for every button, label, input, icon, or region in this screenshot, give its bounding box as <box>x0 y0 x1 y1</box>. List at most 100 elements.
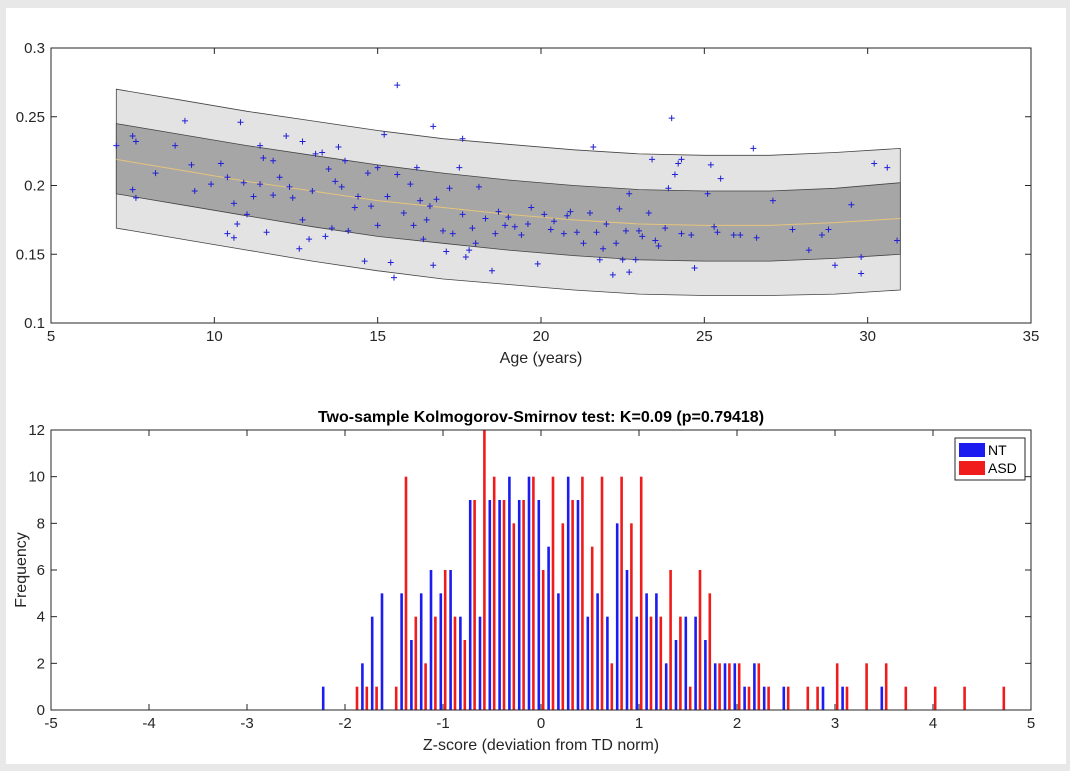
histogram-xtick-label: 5 <box>1027 715 1035 732</box>
data-point <box>472 240 479 247</box>
data-point <box>270 157 277 164</box>
data-point <box>462 254 469 260</box>
histogram-bar-nt <box>468 500 472 710</box>
histogram-bar-asd <box>649 616 653 710</box>
data-point <box>423 216 430 223</box>
data-point <box>129 186 136 193</box>
scatter-xtick-label: 15 <box>369 328 386 345</box>
data-point <box>443 248 450 255</box>
histogram-xtick-label: 1 <box>635 715 643 732</box>
data-point <box>832 262 838 269</box>
data-point <box>459 135 466 142</box>
data-point <box>495 208 502 215</box>
data-point <box>309 188 316 194</box>
data-point <box>391 274 397 281</box>
histogram-bar-asd <box>365 686 369 710</box>
data-point <box>407 181 414 188</box>
data-point <box>622 227 629 234</box>
data-point <box>662 225 669 232</box>
histogram-bar-nt <box>498 500 501 710</box>
histogram-ytick-label: 0 <box>37 702 45 719</box>
data-point <box>492 230 499 237</box>
data-point <box>596 256 603 263</box>
histogram-bar-asd <box>620 476 623 710</box>
histogram-bar-nt <box>410 640 413 710</box>
data-point <box>818 232 825 238</box>
data-point <box>573 229 580 236</box>
scatter-xtick-label: 30 <box>859 328 876 345</box>
histogram-xtick-label: 0 <box>537 715 545 732</box>
data-point <box>276 174 283 181</box>
histogram-bar-nt <box>537 500 541 710</box>
histogram-bar-nt <box>655 593 658 710</box>
histogram-bar-asd <box>443 570 447 710</box>
data-point <box>355 193 362 200</box>
histogram-bar-asd <box>571 500 574 710</box>
data-point <box>384 193 391 200</box>
data-point <box>502 222 509 229</box>
data-point <box>534 260 541 267</box>
data-point <box>345 227 352 234</box>
data-point <box>511 223 518 230</box>
data-point <box>299 138 306 145</box>
data-point <box>270 192 277 199</box>
data-point <box>894 237 901 244</box>
data-point <box>132 194 139 201</box>
histogram-bar-asd <box>541 570 545 710</box>
data-point <box>426 203 433 210</box>
data-point <box>825 226 832 233</box>
scatter-xtick-label: 10 <box>206 328 223 345</box>
histogram-bar-nt <box>576 500 580 710</box>
data-point <box>678 230 685 237</box>
histogram-bar-asd <box>502 500 506 710</box>
data-point <box>289 194 296 201</box>
histogram-bar-nt <box>557 593 560 710</box>
data-point <box>328 225 335 232</box>
histogram-bar-asd <box>786 686 790 710</box>
scatter-axes: 5 10 15 20 25 30 35 0.1 0.15 0.2 0.25 0.3 <box>16 40 1040 345</box>
histogram-bar-asd <box>747 686 751 710</box>
data-point <box>678 156 685 163</box>
data-point <box>244 211 250 218</box>
histogram-bar-nt <box>361 663 364 710</box>
histogram-bar-nt <box>694 616 697 710</box>
histogram-bar-nt <box>527 476 531 710</box>
histogram-bar-nt <box>429 570 433 710</box>
data-point <box>237 119 244 126</box>
histogram-bar-asd <box>483 430 486 710</box>
data-point <box>368 203 375 210</box>
data-point <box>394 82 401 89</box>
histogram-bar-asd <box>639 476 643 710</box>
histogram-bar-asd <box>473 500 476 710</box>
data-point <box>172 142 179 149</box>
scatter-xtick-label: 35 <box>1023 328 1040 345</box>
data-point <box>364 170 371 177</box>
data-point <box>283 133 290 139</box>
histogram-xtick-label: 2 <box>733 715 741 732</box>
data-point <box>306 236 313 243</box>
data-point <box>668 115 675 122</box>
data-point <box>240 179 247 186</box>
data-point <box>286 183 293 190</box>
legend-swatch-nt <box>959 443 985 457</box>
data-point <box>652 237 659 244</box>
data-point <box>482 215 489 222</box>
data-point <box>319 149 326 156</box>
data-point <box>263 229 270 236</box>
scatter-ytick-label: 0.2 <box>24 178 45 195</box>
data-point <box>632 256 639 263</box>
data-point <box>325 166 332 172</box>
data-point <box>717 175 724 182</box>
data-point <box>884 164 891 171</box>
scatter-ytick-label: 0.3 <box>24 40 45 57</box>
histogram-bar-asd <box>463 640 467 710</box>
data-point <box>466 247 473 254</box>
histogram-bar-asd <box>600 476 604 710</box>
data-point <box>420 236 427 243</box>
histogram-bar-asd <box>492 476 496 710</box>
histogram-bar-nt <box>762 686 766 710</box>
histogram-bar-asd <box>424 663 427 710</box>
histogram-ytick-label: 6 <box>37 562 45 579</box>
data-point <box>858 254 865 260</box>
